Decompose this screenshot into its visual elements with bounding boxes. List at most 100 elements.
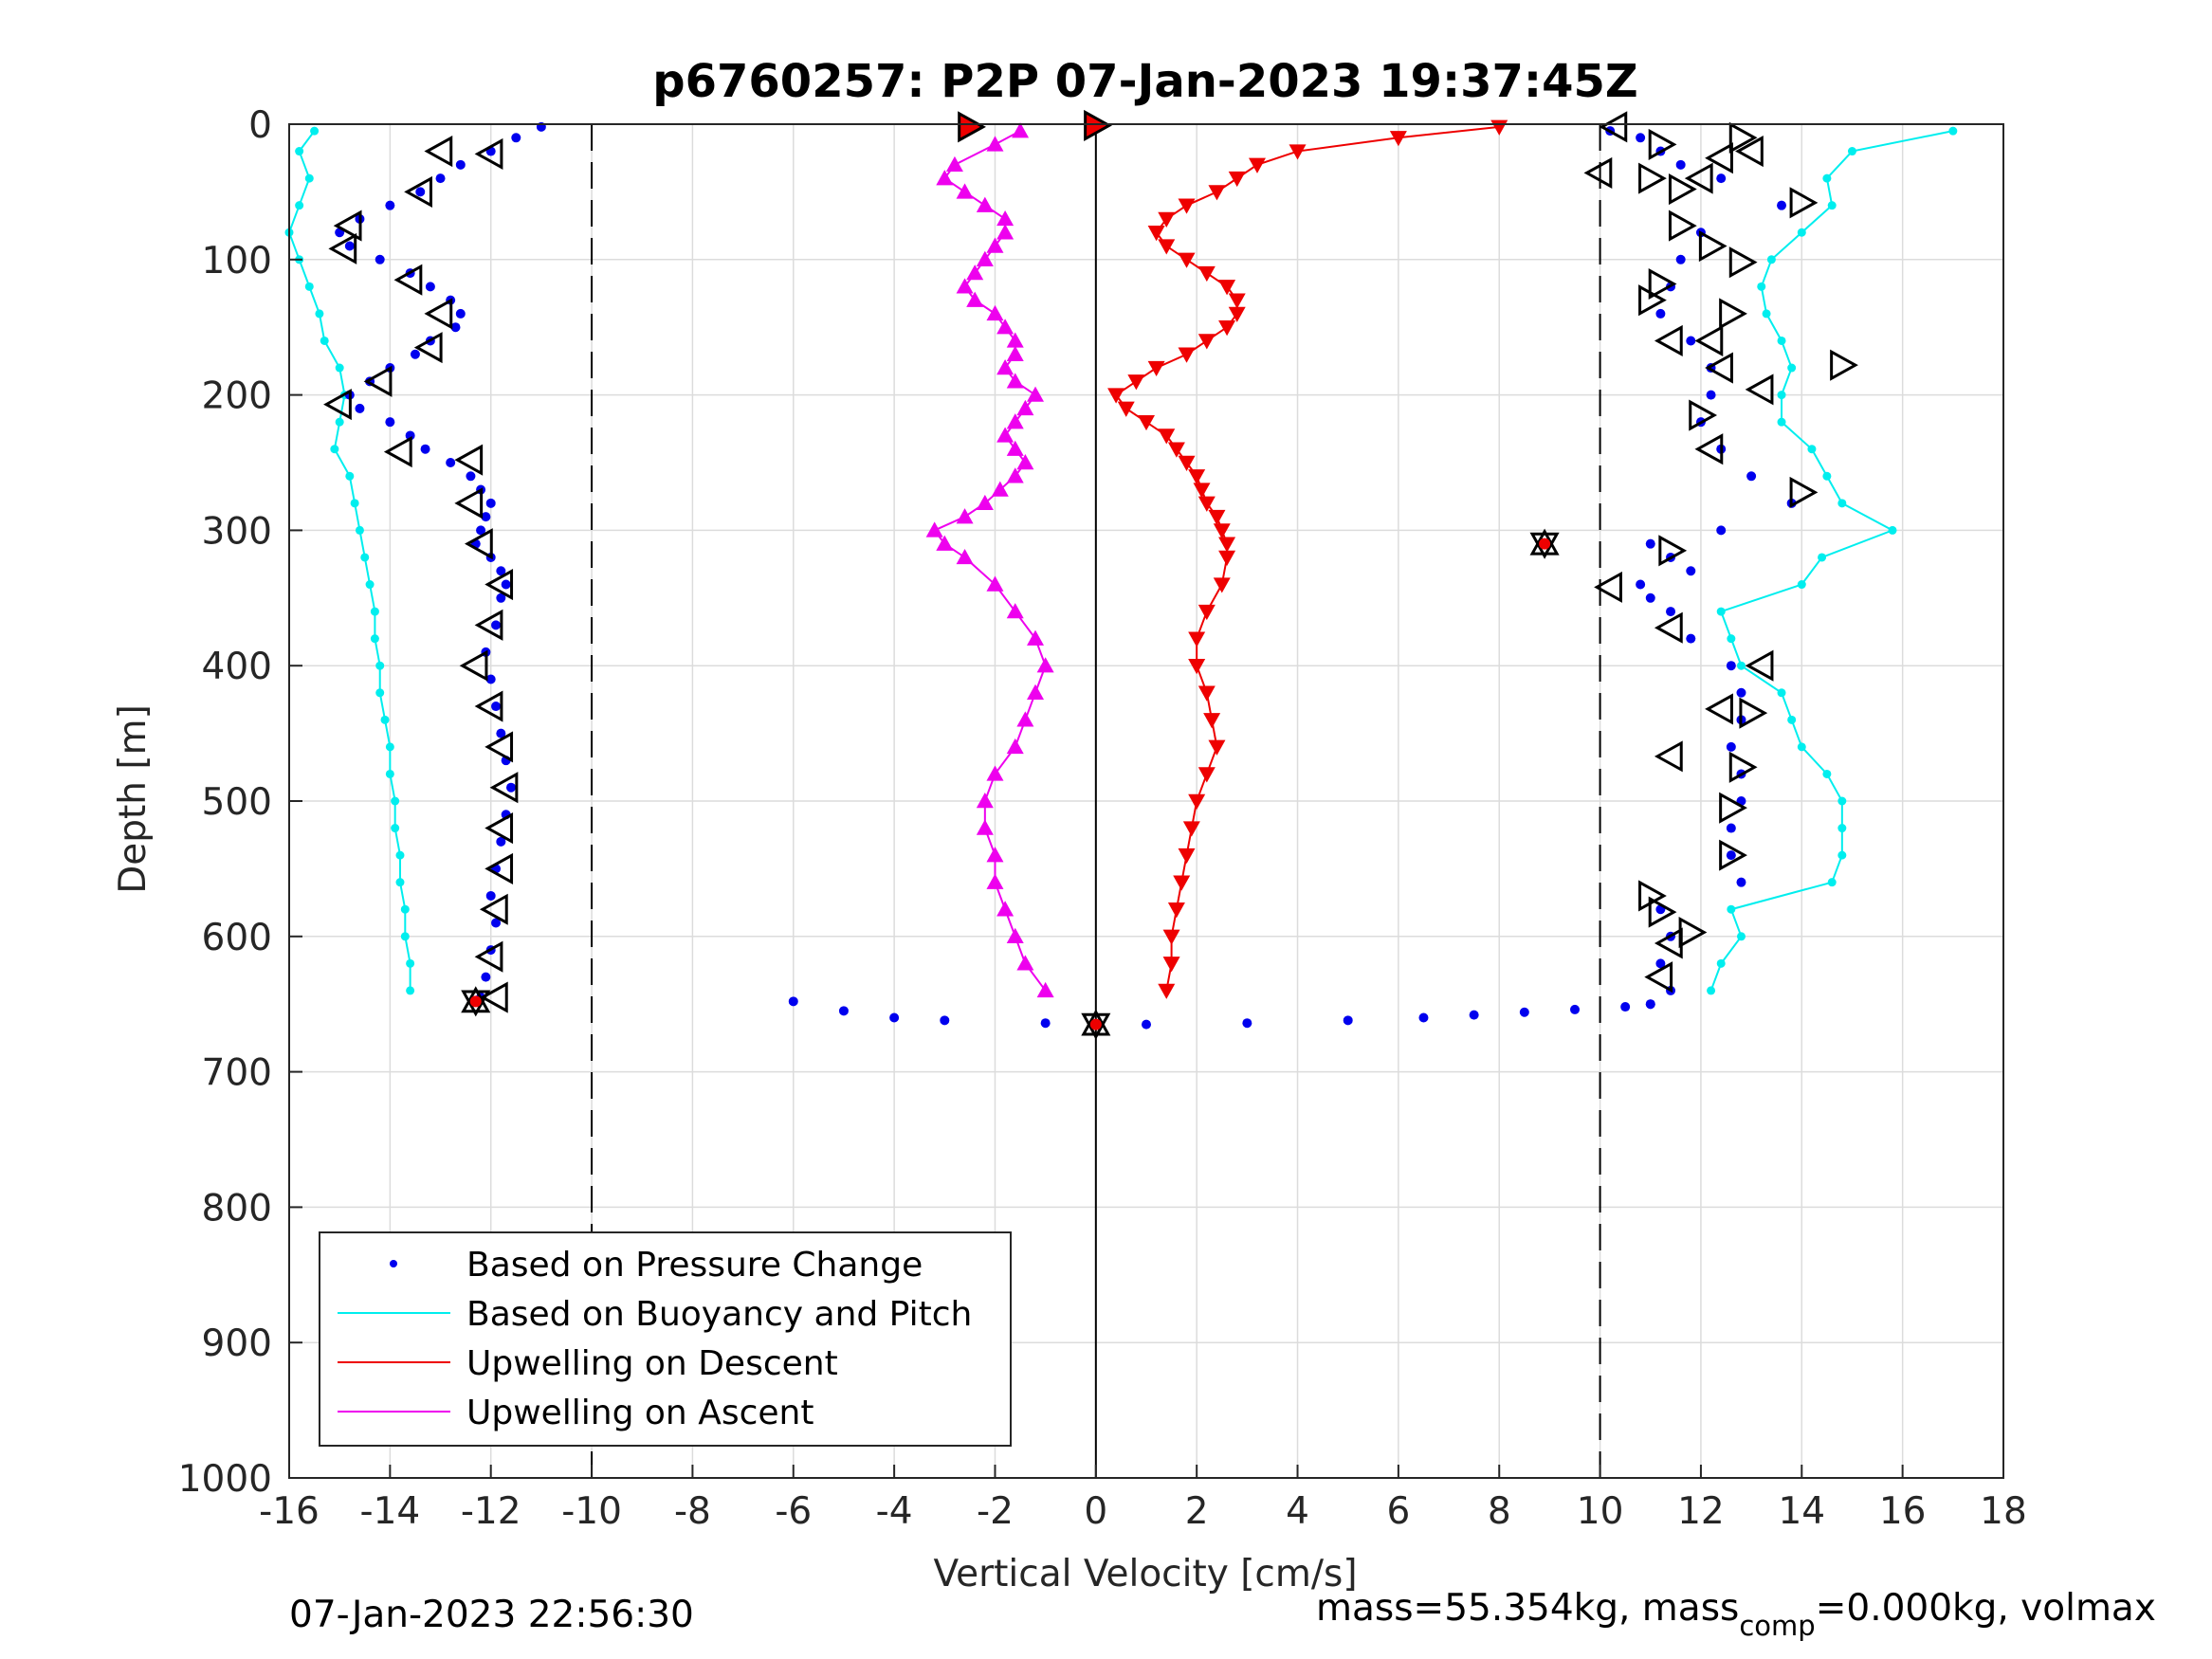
data-point	[1727, 634, 1736, 644]
event-marker	[1594, 571, 1622, 603]
y-tick-label: 500	[202, 781, 272, 824]
data-point	[986, 847, 1004, 863]
x-tick-label: -16	[259, 1490, 320, 1533]
data-point	[496, 728, 506, 738]
data-point	[1797, 580, 1806, 590]
data-point	[1197, 604, 1216, 621]
y-tick-label: 100	[202, 240, 272, 283]
data-point	[370, 634, 379, 644]
data-point	[986, 873, 1004, 889]
data-point	[1666, 607, 1676, 617]
data-point	[1807, 445, 1817, 454]
data-point	[1766, 255, 1776, 264]
data-point	[1777, 688, 1786, 698]
data-point	[1620, 1002, 1631, 1012]
data-point	[365, 580, 375, 590]
x-tick-label: 14	[1778, 1490, 1825, 1533]
data-point	[496, 566, 506, 576]
data-point	[1469, 1010, 1479, 1020]
footer-timestamp: 07-Jan-2023 22:56:30	[289, 1594, 694, 1636]
data-point	[1197, 334, 1216, 350]
data-point	[370, 607, 379, 616]
data-point	[295, 147, 304, 156]
data-point	[1213, 577, 1231, 593]
data-point	[966, 291, 984, 307]
data-point	[1948, 126, 1958, 136]
data-point	[1006, 927, 1024, 943]
data-point	[505, 782, 516, 793]
data-point	[996, 359, 1015, 375]
data-point	[1675, 159, 1686, 170]
data-point	[1188, 659, 1206, 675]
data-point	[788, 996, 798, 1007]
series-upwelling-on-descent	[1107, 119, 1508, 999]
event-marker	[1089, 1018, 1102, 1030]
data-point	[1736, 687, 1746, 698]
x-tick-label: -8	[674, 1490, 711, 1533]
x-tick-label: -4	[876, 1490, 913, 1533]
data-point	[1675, 254, 1686, 264]
data-point	[496, 592, 506, 603]
data-point	[1762, 309, 1771, 319]
data-point	[1182, 821, 1200, 837]
data-point	[1757, 282, 1766, 291]
data-point	[455, 308, 466, 319]
data-point	[1289, 144, 1307, 160]
data-point	[1147, 226, 1165, 242]
event-marker	[333, 210, 362, 242]
data-point	[466, 471, 476, 482]
data-point	[1006, 413, 1024, 429]
data-point	[400, 932, 410, 941]
data-point	[1242, 1018, 1252, 1029]
data-point	[925, 521, 943, 538]
event-marker	[1684, 162, 1713, 194]
series-line	[1114, 125, 1500, 992]
legend-swatch-pressure	[390, 1260, 397, 1267]
data-point	[936, 170, 954, 186]
data-point	[1827, 201, 1837, 210]
data-point	[1197, 767, 1216, 783]
event-marker	[1719, 839, 1747, 871]
event-marker	[424, 136, 453, 168]
data-point	[491, 620, 502, 630]
data-point	[991, 481, 1009, 497]
data-point	[1178, 455, 1196, 471]
data-point	[320, 336, 329, 345]
event-marker	[484, 852, 514, 884]
event-marker	[1654, 611, 1683, 644]
data-point	[1142, 1019, 1151, 1030]
data-point	[1777, 200, 1787, 210]
x-tick-label: 4	[1286, 1490, 1309, 1533]
data-point	[1797, 228, 1806, 237]
data-point	[400, 904, 410, 914]
data-point	[1519, 1007, 1529, 1017]
data-point	[1178, 252, 1196, 268]
data-point	[1736, 877, 1746, 887]
data-point	[1016, 454, 1034, 470]
data-point	[1213, 523, 1231, 539]
event-marker	[1728, 121, 1758, 154]
x-tick-label: -14	[360, 1490, 421, 1533]
legend: Based on Pressure Change Based on Buoyan…	[319, 1231, 1012, 1447]
data-point	[405, 430, 415, 441]
data-point	[1888, 525, 1897, 535]
event-marker	[383, 436, 412, 468]
data-point	[1707, 986, 1716, 995]
data-point	[415, 187, 426, 197]
x-axis-title: Vertical Velocity [cm/s]	[933, 1553, 1357, 1595]
event-marker	[1654, 740, 1683, 773]
event-marker	[461, 990, 491, 1017]
x-tick-label: 16	[1879, 1490, 1927, 1533]
data-point	[1726, 661, 1736, 671]
event-marker	[413, 332, 443, 364]
event-marker	[958, 111, 986, 143]
data-point	[1107, 388, 1125, 404]
data-point	[1040, 1018, 1051, 1029]
data-point	[315, 309, 324, 319]
data-point	[355, 525, 364, 535]
legend-box	[319, 1231, 1012, 1447]
data-layer	[284, 119, 1958, 1030]
data-point	[1208, 739, 1226, 756]
data-point	[1736, 661, 1746, 670]
data-point	[1655, 958, 1666, 969]
